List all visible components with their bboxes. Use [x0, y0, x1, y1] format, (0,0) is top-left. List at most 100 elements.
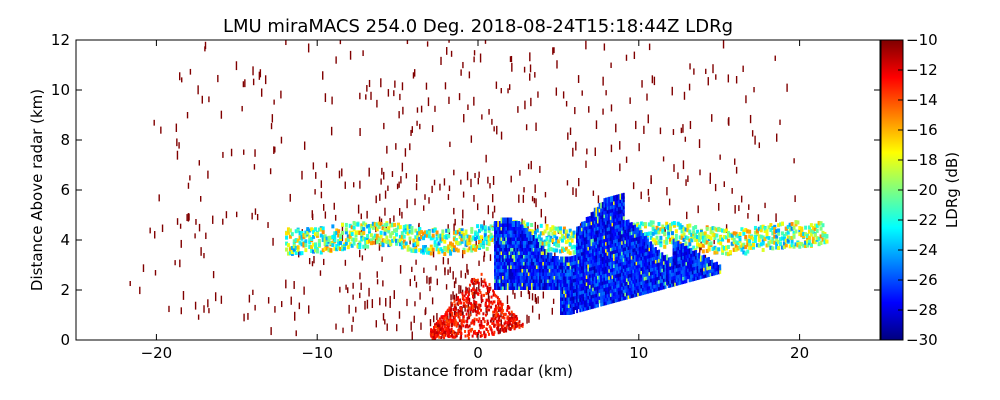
melting-layer-gate: [688, 229, 692, 234]
cloud-gate: [598, 265, 601, 272]
melting-layer-gate: [366, 244, 370, 249]
cloud-gate: [651, 244, 654, 251]
cloud-gate: [560, 267, 563, 273]
cloud-gate: [600, 261, 603, 268]
melting-layer-gate: [663, 239, 667, 244]
melting-layer-gate: [823, 238, 827, 243]
clutter-gate: [482, 293, 485, 297]
cloud-gate: [625, 275, 628, 282]
cloud-gate: [617, 215, 620, 222]
melting-layer-gate: [454, 237, 458, 242]
cloud-gate: [516, 284, 519, 290]
cloud-gate: [569, 273, 572, 280]
cloud-gate: [577, 268, 580, 275]
cloud-gate: [619, 221, 622, 228]
cloud-gate: [635, 283, 638, 290]
cloud-gate: [500, 238, 503, 245]
melting-layer-gate: [657, 230, 661, 235]
melting-layer-gate: [682, 237, 686, 242]
cloud-gate: [564, 295, 567, 301]
melting-layer-gate: [427, 230, 431, 235]
clutter-gate: [498, 319, 501, 323]
cloud-gate: [606, 214, 609, 221]
cloud-gate: [494, 256, 497, 262]
melting-layer-gate: [383, 231, 387, 236]
cloud-gate: [605, 208, 608, 215]
cloud-gate: [632, 256, 635, 263]
noise-gate: [394, 80, 396, 88]
cloud-gate: [614, 272, 617, 279]
cloud-gate: [596, 220, 599, 227]
cloud-gate: [630, 229, 633, 236]
cloud-gate: [627, 282, 630, 289]
cloud-gate: [658, 267, 661, 274]
clutter-gate: [475, 279, 478, 283]
cloud-gate: [691, 250, 694, 257]
cloud-gate: [603, 289, 606, 296]
cloud-gate: [569, 287, 572, 294]
cloud-gate: [577, 289, 580, 296]
melting-layer-gate: [560, 234, 564, 239]
melting-layer-gate: [815, 236, 819, 241]
cloud-gate: [608, 221, 611, 228]
cloud-gate: [535, 249, 538, 255]
cloud-gate: [534, 280, 537, 287]
cloud-gate: [502, 242, 505, 248]
cloud-gate: [690, 272, 693, 279]
cloud-gate: [561, 284, 564, 291]
clutter-gate: [473, 304, 476, 308]
cloud-gate: [637, 255, 640, 262]
cloud-gate: [613, 282, 616, 289]
noise-gate: [562, 91, 565, 99]
melting-layer-gate: [651, 226, 655, 231]
melting-layer-gate: [653, 228, 657, 233]
cloud-gate: [640, 289, 643, 296]
melting-layer-gate: [398, 225, 402, 230]
noise-gate: [555, 87, 558, 96]
cloud-gate: [537, 270, 540, 276]
noise-gate: [379, 193, 381, 201]
cloud-gate: [606, 249, 609, 256]
clutter-gate: [452, 319, 455, 323]
cloud-gate: [518, 228, 521, 234]
cloud-gate: [595, 235, 598, 242]
melting-layer-gate: [568, 242, 572, 247]
cloud-gate: [608, 224, 611, 231]
cloud-gate: [712, 269, 715, 276]
cloud-gate: [511, 263, 514, 269]
cloud-gate: [577, 229, 580, 236]
cloud-gate: [592, 281, 595, 288]
cloud-gate: [596, 241, 599, 248]
cloud-gate: [598, 290, 601, 297]
cloud-gate: [662, 283, 665, 290]
cloud-gate: [510, 277, 513, 283]
cloud-gate: [633, 242, 636, 249]
melting-layer-gate: [290, 249, 294, 254]
cloud-gate: [603, 240, 606, 247]
cloud-gate: [588, 279, 591, 286]
melting-layer-gate: [686, 228, 690, 233]
melting-layer-gate: [655, 241, 659, 246]
noise-gate: [322, 71, 324, 80]
cloud-gate: [529, 249, 532, 255]
melting-layer-gate: [414, 235, 418, 240]
melting-layer-gate: [713, 235, 717, 240]
cloud-gate: [638, 261, 641, 268]
cloud-gate: [617, 253, 620, 260]
noise-gate: [689, 63, 691, 70]
cloud-gate: [638, 237, 641, 244]
cloud-gate: [664, 261, 667, 268]
cloud-gate: [588, 296, 591, 303]
noise-gate: [712, 64, 714, 74]
cloud-gate: [498, 270, 501, 276]
melting-layer-gate: [541, 241, 545, 246]
cloud-gate: [577, 243, 580, 250]
melting-layer-gate: [522, 225, 526, 230]
cloud-gate: [531, 249, 534, 255]
cloud-gate: [494, 228, 497, 234]
clutter-gate: [439, 328, 442, 332]
melting-layer-gate: [431, 233, 435, 238]
clutter-gate: [488, 282, 491, 286]
clutter-gate: [482, 312, 485, 316]
melting-layer-gate: [445, 228, 449, 233]
